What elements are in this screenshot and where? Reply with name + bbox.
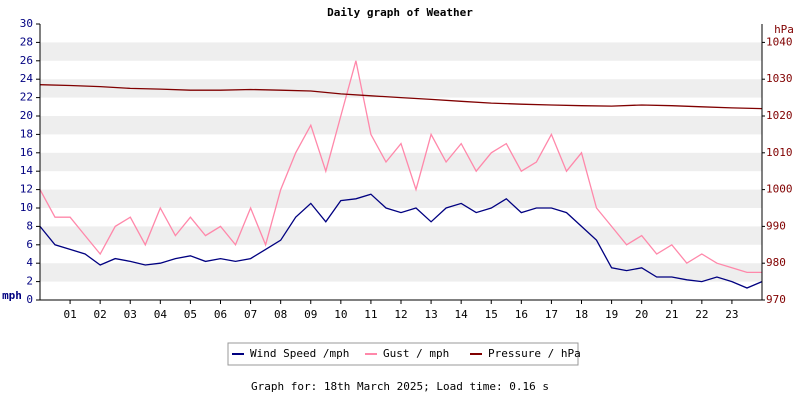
y-tick-label: 8 bbox=[26, 219, 33, 232]
x-tick-label: 14 bbox=[455, 308, 469, 321]
y-tick-label: 14 bbox=[20, 164, 34, 177]
grid-band bbox=[40, 263, 762, 282]
x-tick-label: 20 bbox=[635, 308, 648, 321]
x-tick-label: 04 bbox=[154, 308, 168, 321]
y-tick-label: 20 bbox=[20, 109, 33, 122]
series-line bbox=[39, 60, 762, 274]
series-line bbox=[39, 193, 763, 289]
x-tick-label: 15 bbox=[485, 308, 498, 321]
y2-tick-label: 1000 bbox=[766, 183, 793, 196]
y2-tick-label: 1040 bbox=[766, 35, 793, 48]
y-tick-label: 24 bbox=[20, 72, 34, 85]
y2-axis-label: hPa bbox=[774, 23, 794, 36]
x-tick-label: 23 bbox=[725, 308, 738, 321]
y-tick-label: 16 bbox=[20, 146, 33, 159]
x-tick-label: 05 bbox=[184, 308, 197, 321]
legend-label: Pressure / hPa bbox=[488, 347, 581, 360]
x-tick-label: 21 bbox=[665, 308, 678, 321]
x-tick-label: 02 bbox=[94, 308, 107, 321]
chart-title: Daily graph of Weather bbox=[327, 6, 473, 19]
y2-tick-label: 980 bbox=[766, 256, 786, 269]
y-axis-label: mph bbox=[2, 289, 22, 302]
y2-tick-label: 1020 bbox=[766, 109, 793, 122]
grid-band bbox=[40, 42, 762, 61]
y-tick-label: 12 bbox=[20, 183, 33, 196]
grid-band bbox=[40, 152, 762, 172]
y-tick-label: 26 bbox=[20, 54, 33, 67]
x-tick-label: 09 bbox=[304, 308, 317, 321]
grid-band bbox=[40, 189, 762, 208]
grid-band bbox=[40, 226, 762, 245]
y-tick-label: 4 bbox=[26, 256, 33, 269]
x-tick-label: 16 bbox=[515, 308, 528, 321]
x-tick-label: 10 bbox=[334, 308, 347, 321]
y2-tick-label: 970 bbox=[766, 293, 786, 306]
series-line bbox=[39, 84, 763, 110]
legend-label: Gust / mph bbox=[383, 347, 449, 360]
x-tick-label: 08 bbox=[274, 308, 287, 321]
x-tick-label: 17 bbox=[545, 308, 558, 321]
legend-label: Wind Speed /mph bbox=[250, 347, 349, 360]
x-tick-label: 12 bbox=[394, 308, 407, 321]
y2-tick-label: 1010 bbox=[766, 146, 793, 159]
y2-tick-label: 1030 bbox=[766, 72, 793, 85]
x-tick-label: 19 bbox=[605, 308, 618, 321]
x-tick-label: 03 bbox=[124, 308, 137, 321]
y-tick-label: 6 bbox=[26, 238, 33, 251]
x-tick-label: 18 bbox=[575, 308, 588, 321]
y-tick-label: 22 bbox=[20, 91, 33, 104]
y-tick-label: 10 bbox=[20, 201, 33, 214]
y-tick-label: 2 bbox=[26, 275, 33, 288]
legend-box bbox=[227, 342, 579, 366]
x-tick-label: 11 bbox=[364, 308, 377, 321]
x-tick-label: 07 bbox=[244, 308, 257, 321]
grid-band bbox=[40, 79, 762, 98]
x-tick-label: 06 bbox=[214, 308, 227, 321]
footer: Graph for: 18th March 2025; Load time: 0… bbox=[251, 380, 549, 393]
y-tick-label: 18 bbox=[20, 127, 33, 140]
y-tick-label: 30 bbox=[20, 17, 33, 30]
y-tick-label: 28 bbox=[20, 35, 33, 48]
x-tick-label: 01 bbox=[63, 308, 76, 321]
x-tick-label: 22 bbox=[695, 308, 708, 321]
grid-band bbox=[40, 116, 762, 135]
y-tick-label: 0 bbox=[26, 293, 33, 306]
y2-tick-label: 990 bbox=[766, 219, 786, 232]
x-tick-label: 13 bbox=[424, 308, 437, 321]
